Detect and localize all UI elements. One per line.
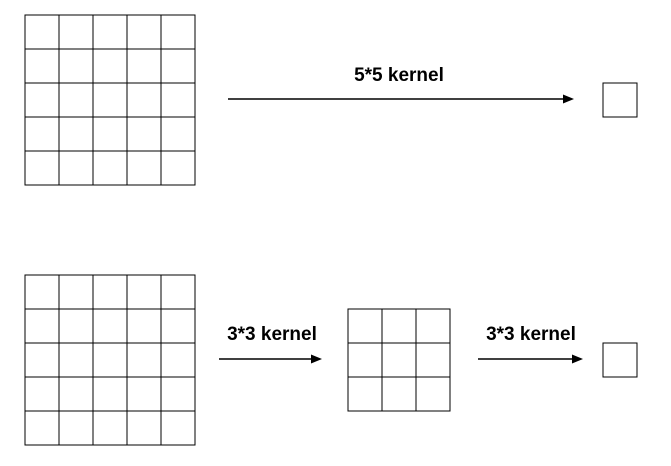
top-input-grid-cell: [92, 14, 128, 50]
bottom-second-arrow-label: 3*3 kernel: [486, 324, 576, 345]
bottom-input-grid-cell: [58, 308, 94, 344]
top-input-grid-cell: [24, 150, 60, 186]
top-input-grid-cell: [160, 150, 196, 186]
bottom-input-grid-cell: [160, 308, 196, 344]
top-input-grid-cell: [58, 116, 94, 152]
top-input-grid-cell: [160, 48, 196, 84]
top-input-grid-cell: [92, 116, 128, 152]
bottom-input-grid-cell: [92, 274, 128, 310]
bottom-input-grid-cell: [24, 376, 60, 412]
bottom-input-grid-cell: [92, 342, 128, 378]
bottom-input-grid-cell: [58, 376, 94, 412]
bottom-input-grid-cell: [24, 274, 60, 310]
bottom-middle-grid-cell: [381, 342, 417, 378]
top-input-grid-cell: [92, 150, 128, 186]
top-input-grid-cell: [160, 116, 196, 152]
top-input-grid-cell: [92, 48, 128, 84]
top-input-grid-cell: [24, 116, 60, 152]
bottom-input-grid-cell: [92, 376, 128, 412]
top-input-grid-cell: [58, 14, 94, 50]
bottom-middle-grid-cell: [415, 308, 451, 344]
top-input-grid-cell: [24, 48, 60, 84]
top-input-grid-cell: [126, 14, 162, 50]
bottom-input-grid-cell: [58, 342, 94, 378]
bottom-input-grid-cell: [160, 410, 196, 446]
top-input-grid-cell: [126, 150, 162, 186]
bottom-input-grid-cell: [126, 342, 162, 378]
bottom-input-grid-cell: [58, 410, 94, 446]
top-input-grid-cell: [24, 14, 60, 50]
bottom-input-grid-cell: [160, 274, 196, 310]
top-input-grid-cell: [126, 48, 162, 84]
top-input-grid-cell: [58, 150, 94, 186]
bottom-input-grid-cell: [126, 308, 162, 344]
bottom-middle-grid-cell: [415, 342, 451, 378]
bottom-middle-grid-cell: [347, 308, 383, 344]
top-input-grid-cell: [126, 82, 162, 118]
bottom-input-grid-cell: [92, 410, 128, 446]
bottom-input-grid-cell: [24, 342, 60, 378]
top-input-grid-cell: [58, 48, 94, 84]
top-arrow: [228, 94, 574, 104]
bottom-second-arrow: [478, 354, 583, 364]
bottom-input-grid-cell: [160, 376, 196, 412]
bottom-input-grid-cell: [58, 274, 94, 310]
top-input-grid-cell: [160, 82, 196, 118]
top-input-grid-cell: [126, 116, 162, 152]
bottom-first-arrow-label: 3*3 kernel: [227, 324, 317, 345]
top-input-grid-cell: [92, 82, 128, 118]
top-output-grid-cell: [602, 82, 638, 118]
top-input-grid: [24, 14, 196, 186]
bottom-input-grid-cell: [126, 274, 162, 310]
bottom-output-grid: [602, 342, 638, 378]
top-output-grid: [602, 82, 638, 118]
bottom-input-grid-cell: [24, 410, 60, 446]
bottom-first-arrow: [219, 354, 322, 364]
bottom-middle-grid-cell: [415, 376, 451, 412]
bottom-middle-grid-cell: [347, 342, 383, 378]
top-arrow-label: 5*5 kernel: [354, 65, 444, 86]
top-input-grid-cell: [160, 14, 196, 50]
top-input-grid-cell: [58, 82, 94, 118]
bottom-input-grid-cell: [126, 376, 162, 412]
bottom-input-grid-cell: [126, 410, 162, 446]
bottom-output-grid-cell: [602, 342, 638, 378]
bottom-middle-grid-cell: [381, 376, 417, 412]
bottom-middle-grid-cell: [347, 376, 383, 412]
bottom-middle-grid-cell: [381, 308, 417, 344]
bottom-input-grid-cell: [92, 308, 128, 344]
top-input-grid-cell: [24, 82, 60, 118]
bottom-input-grid: [24, 274, 196, 446]
bottom-middle-grid: [347, 308, 451, 412]
bottom-input-grid-cell: [24, 308, 60, 344]
bottom-input-grid-cell: [160, 342, 196, 378]
